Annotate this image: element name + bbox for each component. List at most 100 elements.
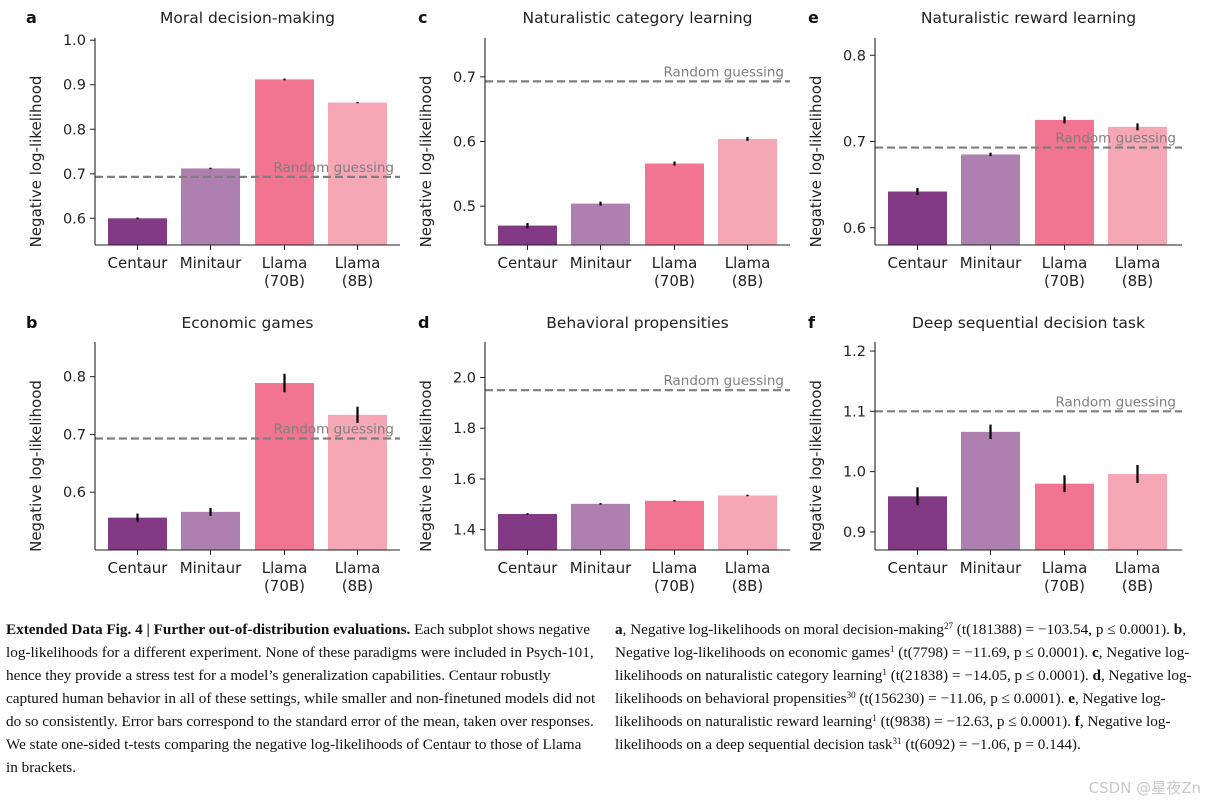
panel-b-bar-4 xyxy=(328,414,387,550)
panel-b-reference-label: Random guessing xyxy=(273,421,394,437)
panel-f-ylabel: Negative log-likelihood xyxy=(807,380,825,552)
panel-f-xtick-label-4: Llama (8B) xyxy=(1115,559,1161,595)
panel-f-bar-3 xyxy=(1035,483,1094,550)
panel-e-ytick-label-2: 0.7 xyxy=(843,135,866,151)
panel-c-ytick-label-3: 0.7 xyxy=(453,70,476,86)
panel-f-xtick-label-1: Centaur xyxy=(888,559,949,577)
panel-b-ylabel: Negative log-likelihood xyxy=(27,380,45,552)
panel-c-xtick-label-3: Llama (70B) xyxy=(652,254,698,290)
panel-e-letter: e xyxy=(808,8,819,27)
panel-e-xtick-label-3: Llama (70B) xyxy=(1042,254,1088,290)
panel-d-ytick-label-4: 2.0 xyxy=(453,371,476,387)
panel-b-xtick-label-3: Llama (70B) xyxy=(262,559,308,595)
panel-e-ytick-label-3: 0.8 xyxy=(843,48,866,64)
panel-e-bar-1 xyxy=(888,191,947,245)
panel-b-ytick-label-3: 0.8 xyxy=(63,370,86,386)
panel-a-xtick-label-1: Centaur xyxy=(108,254,169,272)
panel-c-xtick-label-4: Llama (8B) xyxy=(725,254,771,290)
panel-a-ytick-label-5: 1.0 xyxy=(63,33,86,49)
panel-c-title: Naturalistic category learning xyxy=(522,9,752,27)
panel-a-xtick-label-4: Llama (8B) xyxy=(335,254,381,290)
panel-e-xtick-label-2: Minitaur xyxy=(960,254,1022,272)
caption-item-d: d, Negative log-likelihoods on behaviora… xyxy=(615,667,1192,707)
panel-f-xtick-label-3: Llama (70B) xyxy=(1042,559,1088,595)
panel-f-ytick-label-2: 1.0 xyxy=(843,465,866,481)
panel-c-ytick-label-2: 0.6 xyxy=(453,135,476,151)
panel-d-xtick-label-2: Minitaur xyxy=(570,559,632,577)
panel-a-ytick-label-3: 0.8 xyxy=(63,122,86,138)
panel-b-xtick-label-4: Llama (8B) xyxy=(335,559,381,595)
panel-f-ytick-label-4: 1.2 xyxy=(843,344,866,360)
panel-b-bar-3 xyxy=(255,383,314,550)
panel-d-reference-label: Random guessing xyxy=(663,373,784,389)
panel-c-bar-3 xyxy=(645,163,704,245)
panel-a-xtick-label-2: Minitaur xyxy=(180,254,242,272)
panel-e-xtick-label-1: Centaur xyxy=(888,254,949,272)
panel-a-title: Moral decision-making xyxy=(160,9,335,27)
watermark: CSDN @星夜Zn xyxy=(1088,779,1201,797)
caption-item-b: b, Negative log-likelihoods on economic … xyxy=(615,621,1187,661)
panel-d-ytick-label-3: 1.8 xyxy=(453,421,476,437)
caption-item-f: f, Negative log-likelihoods on a deep se… xyxy=(615,713,1171,753)
panel-d-ytick-label-1: 1.4 xyxy=(453,523,476,539)
figure-caption-right: a, Negative log-likelihoods on moral dec… xyxy=(615,618,1205,756)
panel-a-xtick-label-3: Llama (70B) xyxy=(262,254,308,290)
panel-d-bar-3 xyxy=(645,500,704,550)
panel-e-bar-2 xyxy=(961,154,1020,245)
panel-b-ytick-label-2: 0.7 xyxy=(63,427,86,443)
panel-e-ylabel: Negative log-likelihood xyxy=(807,76,825,248)
caption-title: Extended Data Fig. 4 | Further out-of-di… xyxy=(6,621,411,638)
panel-d-bar-1 xyxy=(498,513,557,550)
panel-a-bar-2 xyxy=(181,168,240,245)
panel-c-bar-4 xyxy=(718,138,777,245)
panel-d-xtick-label-4: Llama (8B) xyxy=(725,559,771,595)
panel-d-ylabel: Negative log-likelihood xyxy=(417,380,435,552)
panel-a-ytick-label-2: 0.7 xyxy=(63,167,86,183)
panel-c-xtick-label-2: Minitaur xyxy=(570,254,632,272)
caption-item-a: a, Negative log-likelihoods on moral dec… xyxy=(615,621,1174,638)
panel-e-title: Naturalistic reward learning xyxy=(921,9,1136,27)
panel-f-ytick-label-3: 1.1 xyxy=(843,404,866,420)
panel-b-xtick-label-2: Minitaur xyxy=(180,559,242,577)
caption-item-c: c, Negative log-likelihoods on naturalis… xyxy=(615,644,1190,684)
panel-f-bar-4 xyxy=(1108,474,1167,550)
figure-caption-left: Extended Data Fig. 4 | Further out-of-di… xyxy=(6,618,596,779)
panel-e-xtick-label-4: Llama (8B) xyxy=(1115,254,1161,290)
panel-c-ytick-label-1: 0.5 xyxy=(453,199,476,215)
caption-item-e: e, Negative log-likelihoods on naturalis… xyxy=(615,690,1166,730)
panel-d-xtick-label-3: Llama (70B) xyxy=(652,559,698,595)
panel-a-reference-label: Random guessing xyxy=(273,160,394,176)
panel-f-ytick-label-1: 0.9 xyxy=(843,525,866,541)
panel-b-bar-2 xyxy=(181,511,240,550)
panel-c-bar-2 xyxy=(571,203,630,245)
panel-f-bar-2 xyxy=(961,431,1020,550)
panel-a-bar-1 xyxy=(108,218,167,245)
panel-a-ylabel: Negative log-likelihood xyxy=(27,76,45,248)
panel-d-letter: d xyxy=(418,313,429,332)
panel-d-xtick-label-1: Centaur xyxy=(498,559,559,577)
panel-f-title: Deep sequential decision task xyxy=(912,314,1145,332)
caption-body: Each subplot shows negative log-likeliho… xyxy=(6,621,596,776)
panel-d-ytick-label-2: 1.6 xyxy=(453,472,476,488)
panel-a-ytick-label-4: 0.9 xyxy=(63,78,86,94)
panel-a-letter: a xyxy=(26,8,37,27)
panel-a-bar-3 xyxy=(255,79,314,246)
panel-d-bar-4 xyxy=(718,495,777,550)
panel-c-ylabel: Negative log-likelihood xyxy=(417,76,435,248)
panel-d-title: Behavioral propensities xyxy=(546,314,729,332)
panel-a-bar-4 xyxy=(328,102,387,245)
panel-b-xtick-label-1: Centaur xyxy=(108,559,169,577)
panel-f-letter: f xyxy=(808,313,816,332)
panel-b-ytick-label-1: 0.6 xyxy=(63,485,86,501)
panel-f-reference-label: Random guessing xyxy=(1055,394,1176,410)
panel-f-xtick-label-2: Minitaur xyxy=(960,559,1022,577)
panel-e-reference-label: Random guessing xyxy=(1055,131,1176,147)
panel-e-ytick-label-1: 0.6 xyxy=(843,221,866,237)
panel-b-title: Economic games xyxy=(181,314,313,332)
panel-b-letter: b xyxy=(26,313,37,332)
panel-c-xtick-label-1: Centaur xyxy=(498,254,559,272)
panel-e-bar-3 xyxy=(1035,119,1094,245)
figure: a Moral decision-making Negative log-likel… xyxy=(26,8,1182,595)
panel-a-ytick-label-1: 0.6 xyxy=(63,211,86,227)
panel-b-bar-1 xyxy=(108,517,167,550)
